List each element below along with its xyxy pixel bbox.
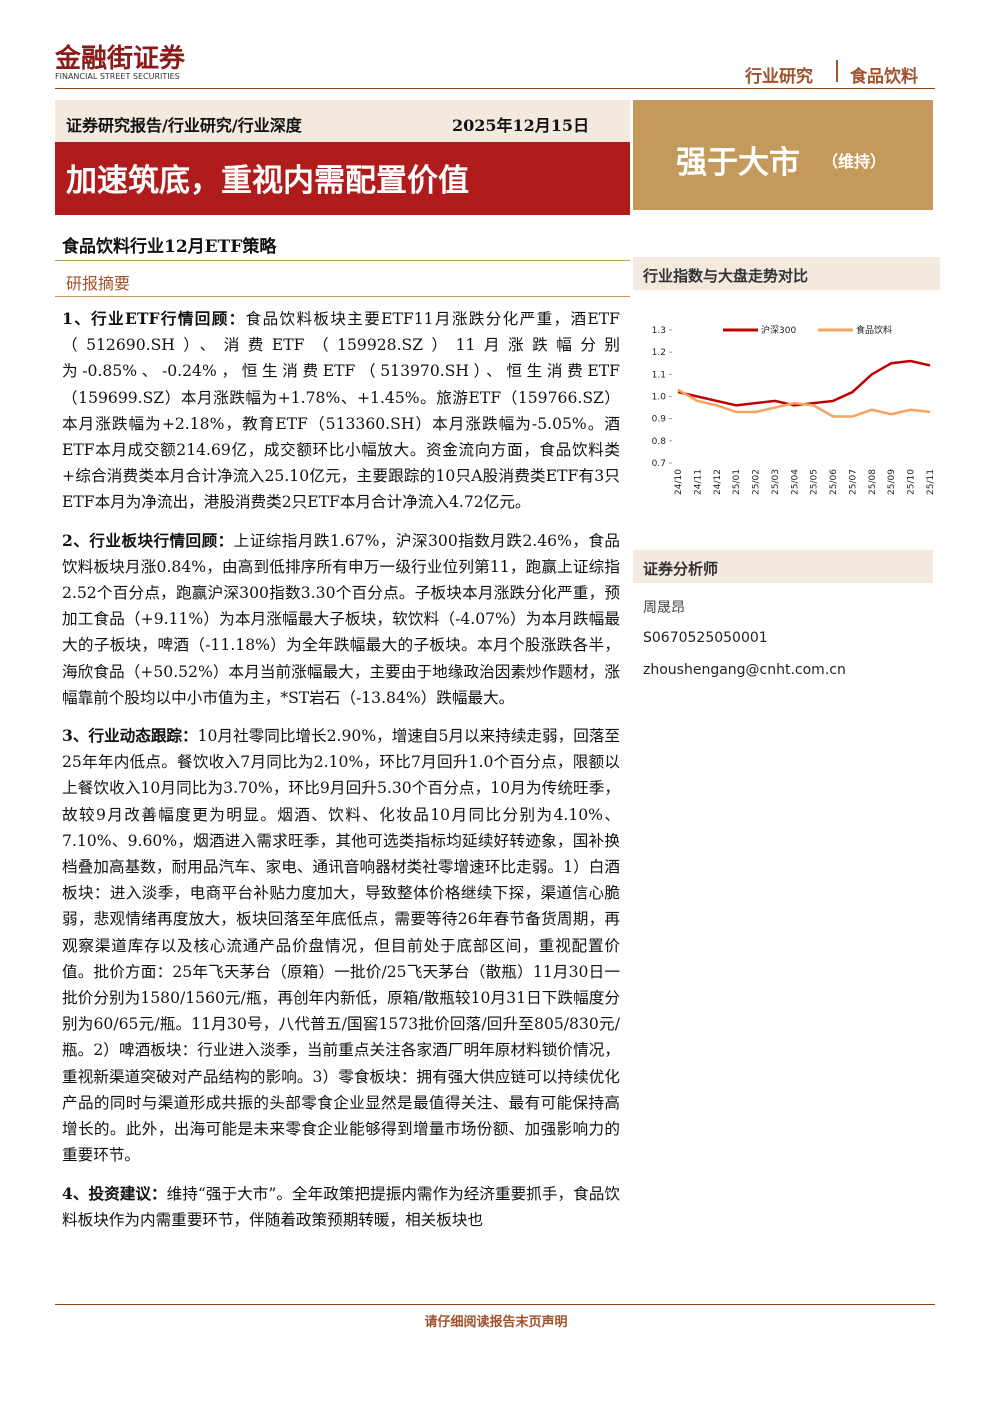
y-tick-label: 1.0 <box>652 393 667 403</box>
y-tick-label: 0.7 <box>652 459 666 469</box>
rating: 强于大市 <box>676 145 800 181</box>
y-tick-label: 1.1 <box>652 370 666 380</box>
chart-heading: 行业指数与大盘走势对比 <box>643 267 809 285</box>
report-title: 加速筑底，重视内需配置价值 <box>66 163 469 199</box>
report-date: 2025年12月15日 <box>452 116 590 135</box>
paragraph-lead: 4、投资建议： <box>62 1183 167 1203</box>
title-block <box>55 142 630 215</box>
y-tick-label: 1.3 <box>652 326 666 336</box>
paragraph-text: 10月社零同比增长2.90%，增速自5月以来持续走弱，回落至25年年内低点。餐饮… <box>62 727 620 1165</box>
header-rule <box>55 88 935 89</box>
legend-label: 食品饮料 <box>856 324 892 336</box>
body: 1、行业ETF行情回顾：食品饮料板块主要ETF11月涨跌分化严重，酒ETF（51… <box>62 306 620 1296</box>
subtitle: 食品饮料行业12月ETF策略 <box>62 237 277 257</box>
x-tick-label: 24/11 <box>693 469 703 495</box>
header-category: 行业研究 <box>745 67 813 87</box>
analyst-email: zhoushengang@cnht.com.cn <box>643 662 846 678</box>
sidebar-band <box>633 257 940 290</box>
rule <box>55 296 630 297</box>
analyst-heading: 证券分析师 <box>643 560 719 578</box>
x-tick-label: 24/10 <box>674 469 684 495</box>
x-tick-label: 25/04 <box>790 469 800 495</box>
x-tick-label: 25/07 <box>848 469 858 495</box>
series-line <box>677 359 931 407</box>
y-tick-label: 1.2 <box>652 348 666 358</box>
paragraph-lead: 1、行业ETF行情回顾： <box>62 309 246 328</box>
paragraph: 1、行业ETF行情回顾：食品饮料板块主要ETF11月涨跌分化严重，酒ETF（51… <box>62 306 620 516</box>
x-tick-label: 25/03 <box>771 469 781 495</box>
paragraph: 3、行业动态跟踪：10月社零同比增长2.90%，增速自5月以来持续走弱，回落至2… <box>62 723 620 1168</box>
x-tick-label: 25/02 <box>752 469 762 495</box>
header-industry: 食品饮料 <box>850 67 918 87</box>
rule <box>55 260 630 261</box>
logo-en: FINANCIAL STREET SECURITIES <box>55 72 180 81</box>
x-tick-label: 25/10 <box>907 469 917 495</box>
x-tick-label: 25/09 <box>887 469 897 495</box>
x-tick-label: 25/06 <box>829 469 839 495</box>
section-title: 研报摘要 <box>66 274 131 293</box>
banner-strip <box>55 100 630 142</box>
analyst-name: 周晟昂 <box>643 600 685 616</box>
x-tick-label: 25/05 <box>810 469 820 495</box>
paragraph-text: 食品饮料板块主要ETF11月涨跌分化严重，酒ETF（512690.SH）、消费E… <box>62 310 620 512</box>
x-tick-label: 25/01 <box>732 469 742 495</box>
series-line <box>677 388 931 418</box>
divider <box>836 60 838 82</box>
footer: 请仔细阅读报告末页声明 <box>424 1315 568 1330</box>
y-tick-label: 0.8 <box>652 437 667 447</box>
paragraph-text: 维持“强于大市”。全年政策把提振内需作为经济重要抓手，食品饮料板块作为内需重要环… <box>62 1184 620 1229</box>
y-tick-label: 0.9 <box>652 415 667 425</box>
x-tick-label: 24/12 <box>713 469 723 495</box>
footer-rule <box>55 1304 935 1305</box>
report-type: 证券研究报告/行业研究/行业深度 <box>66 116 302 135</box>
logo: 金融街证券 <box>55 44 186 74</box>
sidebar-band <box>633 550 933 583</box>
rating-note: （维持） <box>822 152 887 171</box>
rating-box <box>633 100 933 210</box>
chart: 0.7 0.8 0.9 1.0 1.1 1.2 1.3 24/10 24/11 24/12 25/0… <box>652 324 936 495</box>
x-tick-label: 25/11 <box>926 469 936 495</box>
analyst-license: S0670525050001 <box>643 630 768 646</box>
x-tick-label: 25/08 <box>868 469 878 495</box>
paragraph: 2、行业板块行情回顾：上证综指月跌1.67%，沪深300指数月跌2.46%，食品… <box>62 528 620 711</box>
paragraph-lead: 3、行业动态跟踪： <box>62 726 198 746</box>
legend-label: 沪深300 <box>761 324 796 336</box>
paragraph-text: 上证综指月跌1.67%，沪深300指数月跌2.46%，食品饮料板块月涨0.84%… <box>62 531 620 707</box>
paragraph: 4、投资建议：维持“强于大市”。全年政策把提振内需作为经济重要抓手，食品饮料板块… <box>62 1181 620 1233</box>
paragraph-lead: 2、行业板块行情回顾： <box>62 530 234 550</box>
